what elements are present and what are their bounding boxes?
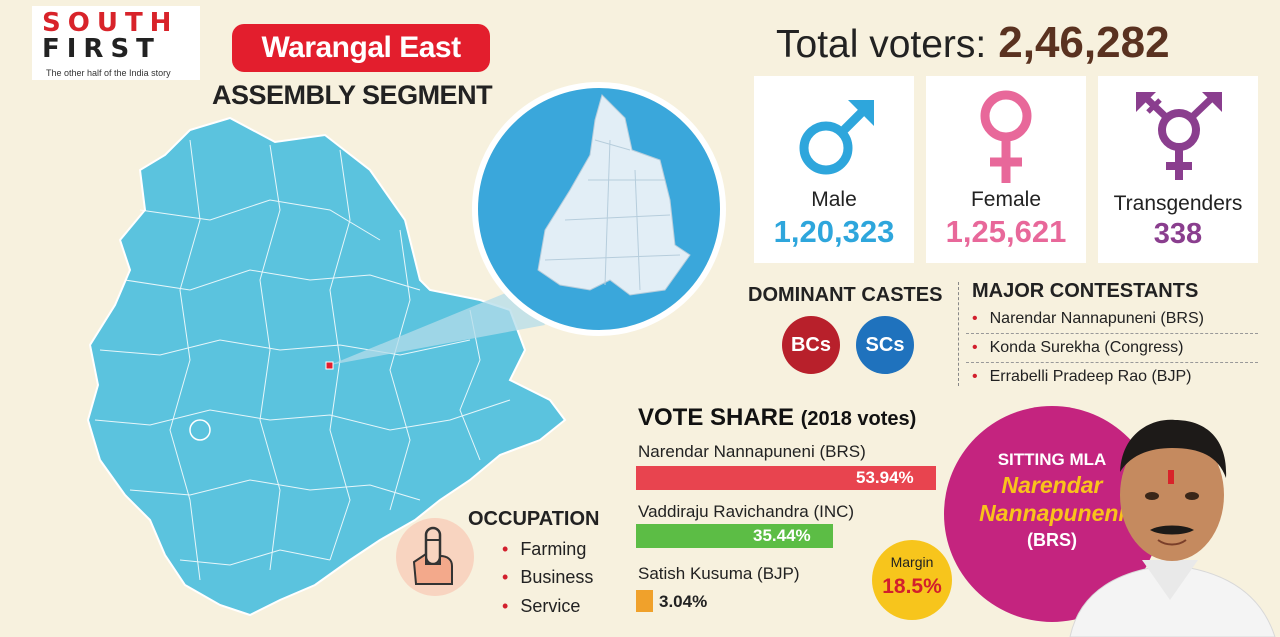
margin-label: Margin	[890, 554, 934, 570]
warangal-east-marker	[325, 361, 334, 370]
contestant-divider	[966, 333, 1258, 334]
transgender-count: 338	[1153, 218, 1203, 250]
page-subtitle: ASSEMBLY SEGMENT	[212, 80, 493, 110]
voting-finger-icon	[396, 518, 474, 596]
logo-line-2: FIRST	[42, 34, 161, 64]
occupation-item: Farming	[502, 539, 586, 560]
total-voters-value: 2,46,282	[998, 18, 1170, 67]
male-card: Male 1,20,323	[754, 76, 914, 263]
logo-line-1: SOUTH	[42, 8, 179, 38]
vote-bar-1	[636, 466, 936, 490]
transgender-label: Transgenders	[1113, 192, 1243, 215]
female-label: Female	[970, 188, 1042, 211]
female-icon	[980, 90, 1032, 183]
candidate-name-3: Satish Kusuma (BJP)	[638, 564, 800, 583]
hyderabad-marker	[189, 419, 211, 441]
transgender-card: Transgenders 338	[1098, 76, 1258, 263]
south-first-logo: SOUTH FIRST The other half of the India …	[32, 6, 200, 80]
female-card: Female 1,25,621	[926, 76, 1086, 263]
segment-shape	[537, 94, 691, 296]
male-icon	[799, 100, 874, 175]
segment-zoom-circle	[472, 82, 726, 336]
occupation-item: Business	[502, 567, 593, 588]
mla-portrait	[1069, 419, 1276, 637]
vote-share-title-suffix: (2018 votes)	[800, 408, 917, 430]
zoom-callout	[330, 285, 545, 365]
vote-bar-3	[636, 590, 653, 612]
occupation-title: OCCUPATION	[468, 508, 600, 530]
page-title: Warangal East	[232, 24, 490, 72]
total-voters: Total voters: 2,46,282	[776, 18, 1170, 68]
contestant-2: Konda Surekha (Congress)	[972, 339, 1184, 357]
female-count: 1,25,621	[945, 214, 1067, 249]
candidate-name-1: Narendar Nannapuneni (BRS)	[638, 442, 866, 461]
total-voters-label: Total voters:	[776, 23, 987, 66]
vote-pct-2: 35.44%	[753, 526, 811, 545]
section-divider	[958, 282, 959, 386]
vote-pct-1: 53.94%	[856, 468, 914, 487]
male-label: Male	[811, 188, 857, 211]
occupation-item: Service	[502, 596, 580, 617]
caste-scs: SCs	[856, 316, 914, 374]
dominant-castes-title: DOMINANT CASTES	[748, 284, 943, 306]
caste-bcs: BCs	[782, 316, 840, 374]
logo-tagline: The other half of the India story	[46, 68, 171, 78]
sitting-mla-label: SITTING MLA	[997, 450, 1107, 469]
transgender-icon	[1136, 92, 1222, 180]
vote-share-title: VOTE SHARE (2018 votes)	[638, 404, 916, 432]
vote-pct-3: 3.04%	[659, 592, 708, 611]
margin-value: 18.5%	[882, 575, 942, 598]
contestant-3: Errabelli Pradeep Rao (BJP)	[972, 368, 1192, 386]
telangana-map	[86, 116, 567, 617]
contestant-1: Narendar Nannapuneni (BRS)	[972, 310, 1204, 328]
contestant-divider	[966, 362, 1258, 363]
mla-first-name: Narendar	[1001, 472, 1103, 498]
major-contestants-title: MAJOR CONTESTANTS	[972, 280, 1199, 302]
candidate-name-2: Vaddiraju Ravichandra (INC)	[638, 502, 855, 521]
margin-badge: Margin 18.5%	[872, 540, 952, 620]
vote-share-title-main: VOTE SHARE	[638, 404, 795, 431]
mla-party: (BRS)	[1027, 530, 1077, 550]
male-count: 1,20,323	[773, 214, 895, 249]
mla-last-name: Nannapuneni	[979, 500, 1125, 526]
vote-bar-2	[636, 524, 833, 548]
